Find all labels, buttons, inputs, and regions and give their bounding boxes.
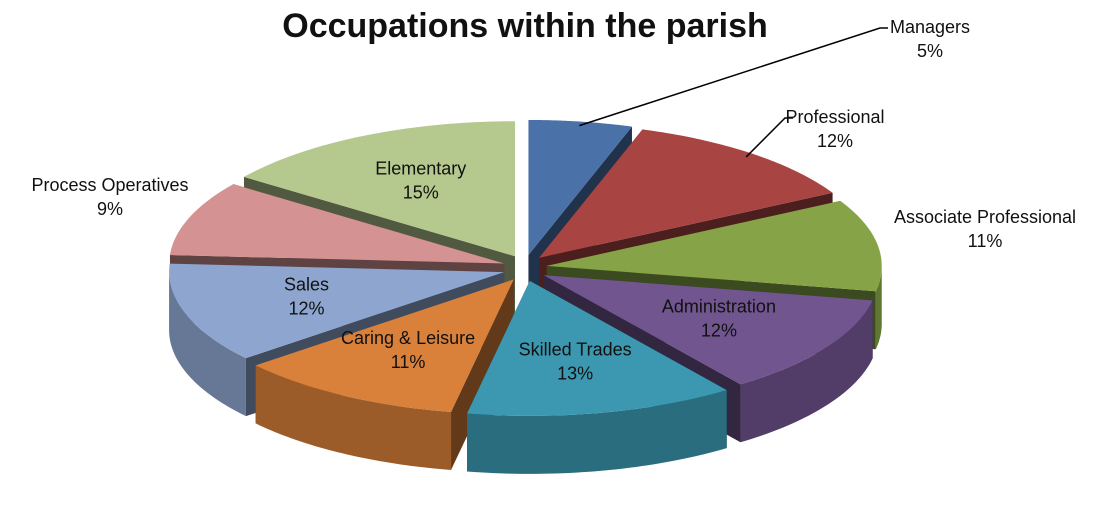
slice-top: [528, 119, 632, 255]
slice-top: [243, 121, 516, 257]
slice-label: Elementary: [375, 158, 466, 178]
slice-side: [740, 300, 873, 443]
slice-value-label: 12%: [289, 299, 325, 319]
slice-side: [169, 272, 246, 417]
slice-side: [255, 365, 452, 470]
slice-value-label: 15%: [403, 182, 439, 202]
slice-label: Associate Professional: [894, 207, 1076, 227]
slice-top: [169, 263, 505, 359]
slice-top: [539, 129, 833, 258]
slice-value-label: 5%: [917, 41, 943, 61]
slice-label: Professional: [785, 107, 884, 127]
slice-label: Process Operatives: [31, 175, 188, 195]
slice-label: Managers: [890, 17, 970, 37]
slice-label: Skilled Trades: [519, 339, 632, 359]
slice-top: [169, 184, 505, 264]
slice-value-label: 9%: [97, 199, 123, 219]
slice-value-label: 12%: [817, 131, 853, 151]
slice-top: [467, 280, 727, 416]
slice-value-label: 11%: [391, 352, 426, 372]
pie-slice: [255, 279, 514, 470]
slice-label: Sales: [284, 275, 329, 295]
slice-value-label: 12%: [701, 321, 737, 341]
leader-line: [579, 27, 888, 127]
slice-label: Administration: [662, 297, 776, 317]
leader-line: [745, 117, 793, 158]
pie-slice: [467, 280, 727, 474]
slice-label: Caring & Leisure: [341, 328, 475, 348]
slice-wall: [451, 279, 514, 470]
slice-side: [875, 265, 882, 350]
slice-top: [543, 275, 873, 385]
slice-value-label: 11%: [968, 231, 1003, 251]
slice-top: [255, 279, 514, 412]
slice-top: [546, 200, 882, 292]
slice-value-label: 13%: [557, 363, 593, 383]
chart-title: Occupations within the parish: [282, 7, 768, 45]
slice-side: [467, 390, 727, 474]
